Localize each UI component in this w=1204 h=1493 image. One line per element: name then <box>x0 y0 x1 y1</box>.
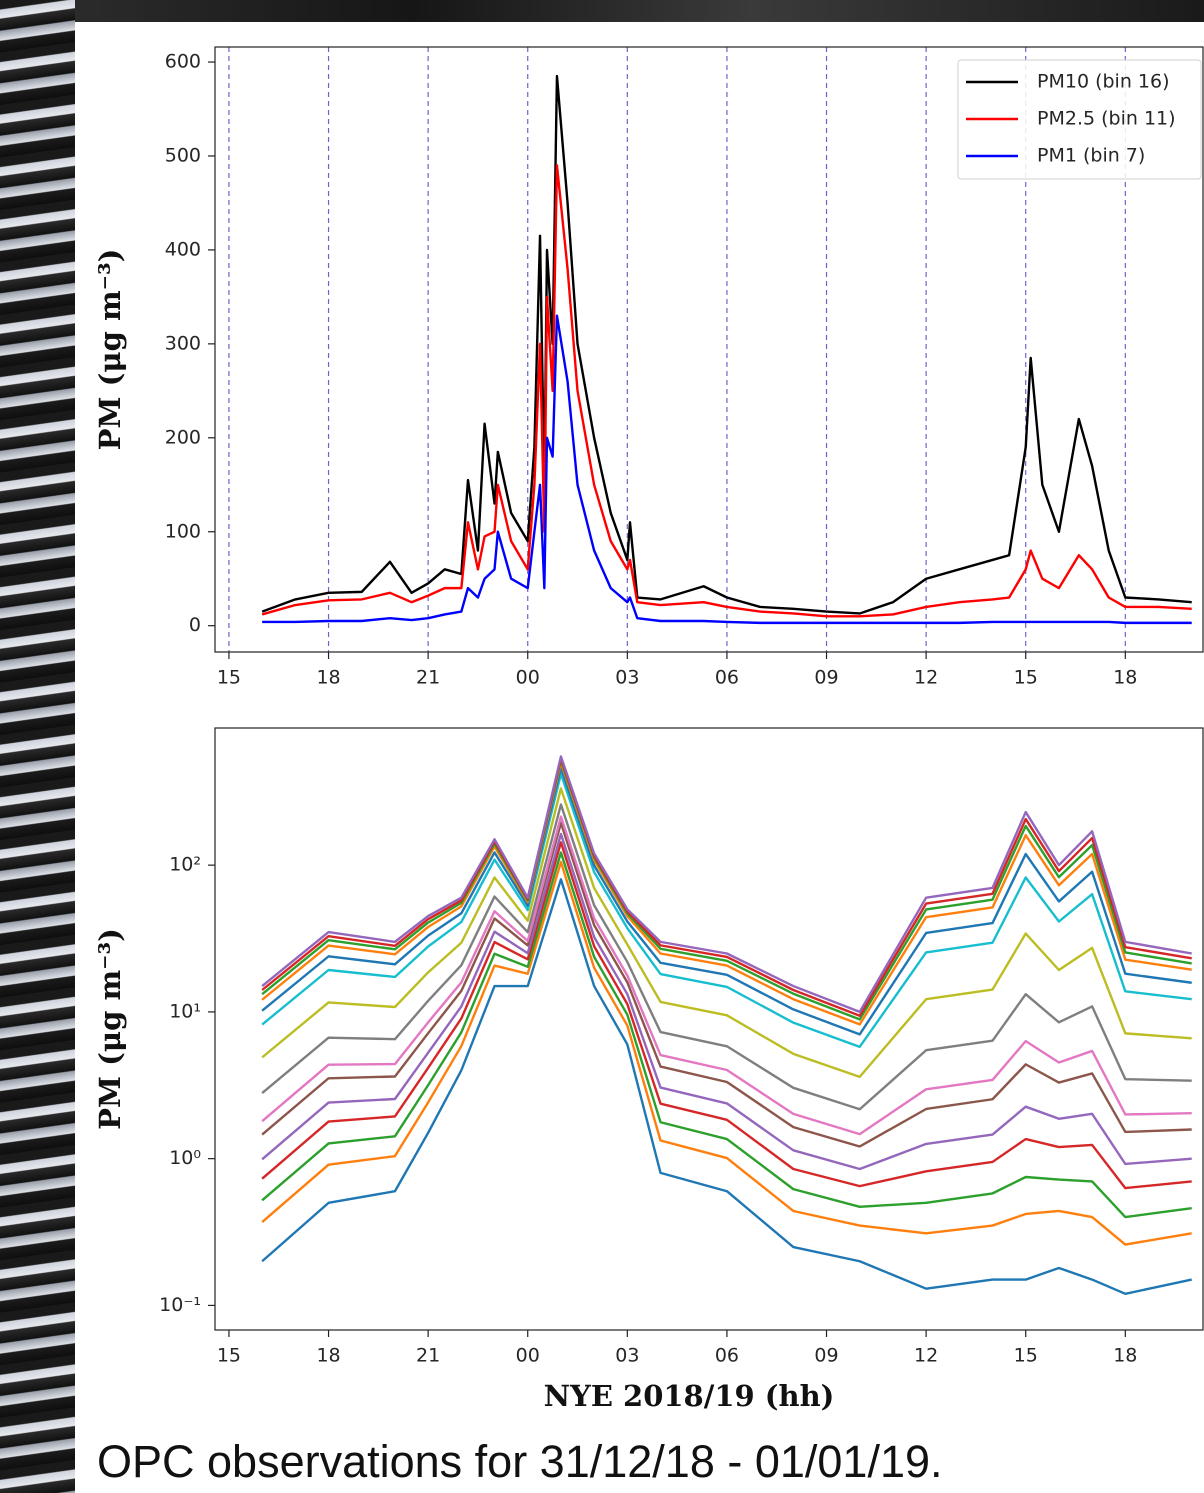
series-group <box>261 755 1192 1295</box>
data-line <box>261 758 1192 1021</box>
x-axis-label: NYE 2018/19 (hh) <box>544 1379 835 1413</box>
plot: 15 18 21 00 03 06 09 12 15 18 0 100 200 300 400 500 600 P… <box>93 46 1204 689</box>
data-line <box>261 766 1192 1036</box>
data-line <box>261 74 1192 615</box>
data-line <box>261 878 1192 1295</box>
y-tick-label: 0 <box>189 614 201 636</box>
data-line <box>261 803 1192 1111</box>
x-tick-label: 18 <box>316 667 340 689</box>
x-tick-label: 18 <box>316 1345 340 1367</box>
x-tick-label: 09 <box>814 1345 838 1367</box>
legend-label: PM10 (bin 16) <box>1037 71 1170 93</box>
data-line <box>261 860 1192 1246</box>
slide-panel <box>75 22 1204 1493</box>
x-tick-label: 21 <box>416 1345 440 1367</box>
y-tick-label: 10⁻¹ <box>159 1294 201 1316</box>
axes-frame <box>214 727 1204 1331</box>
data-line <box>261 164 1192 618</box>
data-line <box>261 851 1192 1219</box>
y-tick-label: 600 <box>165 51 201 73</box>
legend-label: PM1 (bin 7) <box>1037 145 1145 167</box>
legend-label: PM2.5 (bin 11) <box>1037 108 1176 130</box>
x-tick-label: 18 <box>1113 1345 1137 1367</box>
y-axis-label: PM (μg m⁻³) <box>93 249 127 451</box>
x-tick-label: 00 <box>516 1345 540 1367</box>
series-group <box>261 74 1192 625</box>
y-tick-label: 10¹ <box>169 1000 201 1022</box>
data-line <box>261 832 1192 1171</box>
x-tick-label: 09 <box>814 667 838 689</box>
x-tick-label: 03 <box>615 1345 639 1367</box>
x-tick-label: 21 <box>416 667 440 689</box>
y-tick-label: 400 <box>165 238 201 260</box>
y-tick-label: 100 <box>165 520 201 542</box>
y-tick-label: 10⁰ <box>169 1147 201 1169</box>
y-tick-label: 10² <box>169 854 201 876</box>
y-tick-label: 200 <box>165 426 201 448</box>
x-tick-label: 15 <box>1014 667 1038 689</box>
x-tick-label: 00 <box>516 667 540 689</box>
y-tick-label: 300 <box>165 332 201 354</box>
x-tick-label: 03 <box>615 667 639 689</box>
data-line <box>261 757 1192 1017</box>
background-photo <box>0 0 75 1493</box>
data-line <box>261 761 1192 1026</box>
data-line <box>261 755 1192 1014</box>
data-line <box>261 841 1192 1190</box>
data-line <box>261 821 1192 1148</box>
legend-box <box>957 59 1202 180</box>
x-tick-label: 12 <box>914 1345 938 1367</box>
x-tick-label: 12 <box>914 667 938 689</box>
x-tick-label: 15 <box>217 667 241 689</box>
data-line <box>262 314 1192 625</box>
y-tick-label: 500 <box>165 144 201 166</box>
x-tick-label: 06 <box>715 667 739 689</box>
plot: 15 18 21 00 03 06 09 12 15 18 10⁻¹ 10⁰ 10¹ 10² PM (μg … <box>93 727 1204 1413</box>
axes-frame <box>214 46 1204 653</box>
y-axis-label: PM (μg m⁻³) <box>93 928 127 1130</box>
x-tick-label: 15 <box>1014 1345 1038 1367</box>
data-line <box>261 815 1192 1136</box>
caption: OPC observations for 31/12/18 - 01/01/19… <box>97 1436 943 1487</box>
data-line <box>261 787 1192 1079</box>
x-tick-label: 18 <box>1113 667 1137 689</box>
x-tick-label: 15 <box>217 1345 241 1367</box>
x-tick-label: 06 <box>715 1345 739 1367</box>
background-photo <box>75 0 1204 22</box>
data-line <box>261 772 1192 1049</box>
